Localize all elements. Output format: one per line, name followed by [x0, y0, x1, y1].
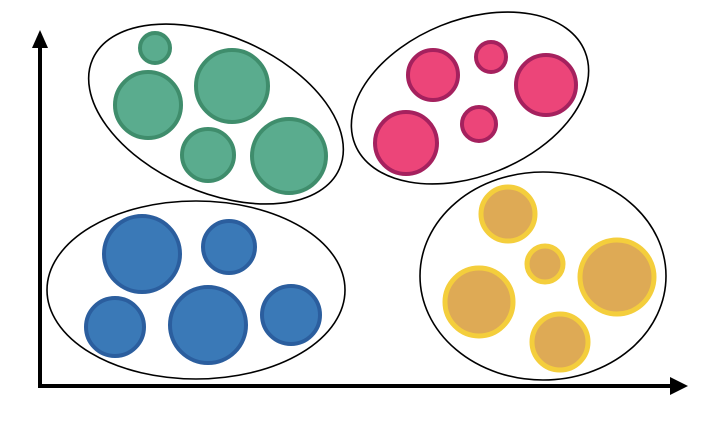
cluster-yellow	[442, 184, 657, 373]
point-pink	[406, 48, 460, 102]
point-blue	[168, 285, 248, 365]
cluster-green	[113, 31, 328, 195]
y-axis-arrowhead	[32, 30, 48, 48]
point-blue	[201, 219, 257, 275]
cluster-boundary-green	[87, 23, 345, 205]
cluster-boundary-pink	[350, 11, 590, 185]
point-pink	[514, 53, 578, 117]
point-pink	[460, 105, 498, 143]
point-pink	[474, 40, 508, 74]
cluster-pink	[373, 40, 578, 176]
point-green	[113, 70, 183, 140]
point-yellow	[478, 184, 538, 244]
cluster-boundary-blue	[46, 200, 346, 380]
point-green	[194, 48, 270, 124]
point-yellow	[442, 265, 516, 339]
point-green	[180, 127, 236, 183]
point-blue	[260, 284, 322, 346]
point-green	[138, 31, 172, 65]
cluster-boundary-yellow	[419, 171, 667, 381]
point-pink	[373, 110, 439, 176]
point-green	[250, 117, 328, 195]
point-yellow	[524, 243, 566, 285]
point-yellow	[529, 311, 591, 373]
point-blue	[84, 296, 146, 358]
point-yellow	[577, 237, 657, 317]
cluster-boundaries	[46, 11, 667, 381]
x-axis-arrowhead	[670, 377, 688, 395]
point-blue	[102, 214, 182, 294]
axes	[32, 30, 688, 395]
cluster-blue	[84, 214, 322, 365]
